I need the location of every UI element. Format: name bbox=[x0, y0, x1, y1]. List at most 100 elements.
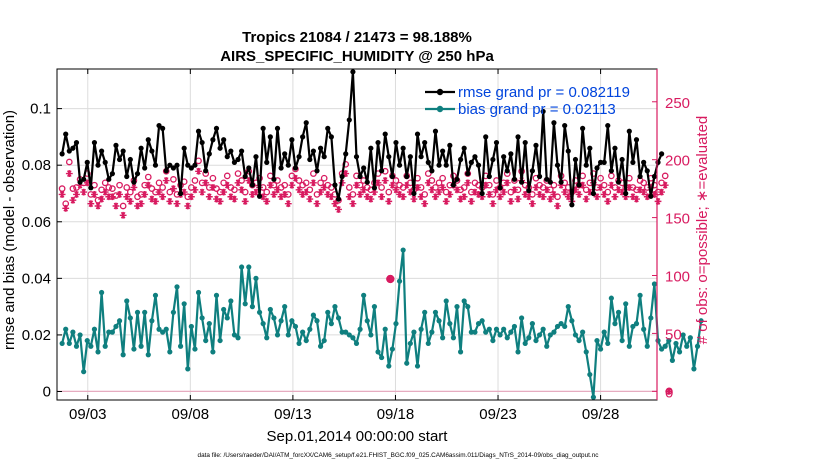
obs-evaluated-point bbox=[392, 186, 400, 194]
bias-point bbox=[680, 332, 686, 338]
obs-evaluated-point bbox=[625, 184, 633, 191]
obs-evaluated-point bbox=[342, 170, 350, 177]
obs-evaluated-point bbox=[597, 184, 604, 191]
obs-evaluated-point bbox=[83, 179, 91, 187]
obs-possible-point bbox=[155, 179, 163, 187]
bias-point bbox=[63, 326, 69, 332]
obs-evaluated-point bbox=[216, 197, 224, 205]
rmse-point bbox=[278, 165, 284, 171]
bias-point bbox=[99, 289, 105, 296]
bias-point bbox=[393, 321, 399, 327]
obs-evaluated-point bbox=[658, 188, 666, 196]
bias-point bbox=[81, 369, 87, 375]
bias-point bbox=[519, 315, 525, 321]
rmse-point bbox=[576, 182, 582, 188]
bias-point bbox=[307, 326, 313, 332]
rmse-point bbox=[486, 173, 492, 180]
bias-point bbox=[404, 360, 410, 366]
obs-evaluated-point bbox=[385, 197, 393, 205]
bias-point bbox=[264, 335, 270, 341]
obs-evaluated-point bbox=[532, 184, 540, 191]
obs-possible-point bbox=[439, 174, 446, 182]
bias-point bbox=[562, 323, 568, 330]
bias-point bbox=[260, 321, 266, 327]
rmse-point bbox=[224, 154, 230, 160]
bias-point bbox=[253, 275, 259, 281]
bias-point bbox=[486, 326, 492, 332]
bias-point bbox=[630, 323, 636, 330]
bias-point bbox=[364, 318, 370, 324]
bias-point bbox=[239, 264, 245, 270]
rmse-point bbox=[99, 148, 105, 154]
rmse-point bbox=[497, 185, 503, 191]
obs-evaluated-point bbox=[277, 193, 285, 201]
y-tick-label: 0 bbox=[43, 384, 51, 401]
bias-point bbox=[554, 323, 561, 330]
obs-evaluated-point bbox=[263, 197, 271, 205]
rmse-point bbox=[572, 156, 579, 163]
obs-possible-point bbox=[378, 184, 385, 191]
bias-point bbox=[461, 298, 467, 304]
obs-evaluated-point bbox=[539, 193, 547, 201]
bias-point bbox=[612, 321, 618, 327]
obs-possible-point bbox=[119, 202, 127, 210]
obs-evaluated-point bbox=[554, 202, 561, 210]
obs-evaluated-point bbox=[651, 191, 658, 198]
obs-evaluated-point bbox=[611, 193, 619, 201]
rmse-point bbox=[515, 134, 521, 140]
obs-possible-point bbox=[435, 179, 443, 187]
bias-point bbox=[443, 298, 449, 304]
obs-evaluated-point bbox=[579, 181, 587, 189]
rmse-point bbox=[188, 165, 194, 171]
y-axis-label: rmse and bias (model - observation) bbox=[1, 110, 18, 350]
bias-point bbox=[694, 343, 701, 349]
obs-evaluated-point bbox=[248, 191, 256, 198]
obs-evaluated-point bbox=[180, 188, 188, 196]
obs-possible-point bbox=[317, 179, 324, 187]
rmse-point bbox=[457, 156, 464, 163]
obs-possible-point bbox=[209, 174, 217, 182]
obs-possible-point bbox=[640, 179, 648, 187]
bias-point bbox=[400, 247, 406, 253]
rmse-point bbox=[357, 173, 363, 180]
rmse-point bbox=[393, 139, 399, 146]
bias-point bbox=[206, 321, 212, 327]
bias-point bbox=[156, 326, 162, 332]
bias-point bbox=[199, 315, 205, 321]
bias-point bbox=[436, 318, 442, 324]
obs-evaluated-point bbox=[439, 184, 447, 191]
bias-point bbox=[432, 309, 439, 315]
obs-evaluated-point bbox=[170, 185, 177, 193]
obs-evaluated-point bbox=[69, 196, 77, 204]
bias-point bbox=[633, 321, 640, 327]
bias-point bbox=[594, 337, 600, 344]
obs-evaluated-point bbox=[435, 188, 443, 196]
rmse-point bbox=[594, 165, 600, 171]
rmse-point bbox=[210, 137, 216, 143]
legend-rmse-label: rmse grand pr = 0.082119 bbox=[458, 84, 630, 101]
obs-evaluated-point bbox=[310, 179, 317, 187]
obs-possible-point bbox=[65, 158, 73, 166]
obs-evaluated-point bbox=[141, 191, 149, 198]
rmse-point bbox=[633, 137, 640, 143]
bias-point bbox=[483, 329, 489, 335]
obs-possible-point bbox=[281, 181, 289, 189]
obs-evaluated-point bbox=[371, 188, 378, 196]
rmse-point bbox=[134, 171, 141, 177]
obs-evaluated-point bbox=[417, 193, 425, 201]
rmse-point bbox=[422, 139, 428, 146]
y-right-tick-label: 100 bbox=[665, 268, 690, 285]
rmse-point bbox=[260, 125, 266, 132]
obs-evaluated-point bbox=[622, 193, 630, 201]
legend: rmse grand pr = 0.082119 bias grand pr =… bbox=[425, 84, 630, 118]
obs-evaluated-point bbox=[299, 191, 307, 198]
rmse-point bbox=[468, 159, 474, 165]
rmse-point bbox=[167, 162, 173, 168]
obs-possible-point bbox=[126, 188, 134, 196]
rmse-point bbox=[619, 156, 625, 163]
rmse-point bbox=[73, 139, 80, 146]
obs-evaluated-point bbox=[327, 193, 335, 201]
rmse-point bbox=[504, 168, 510, 174]
rmse-point bbox=[206, 151, 212, 157]
